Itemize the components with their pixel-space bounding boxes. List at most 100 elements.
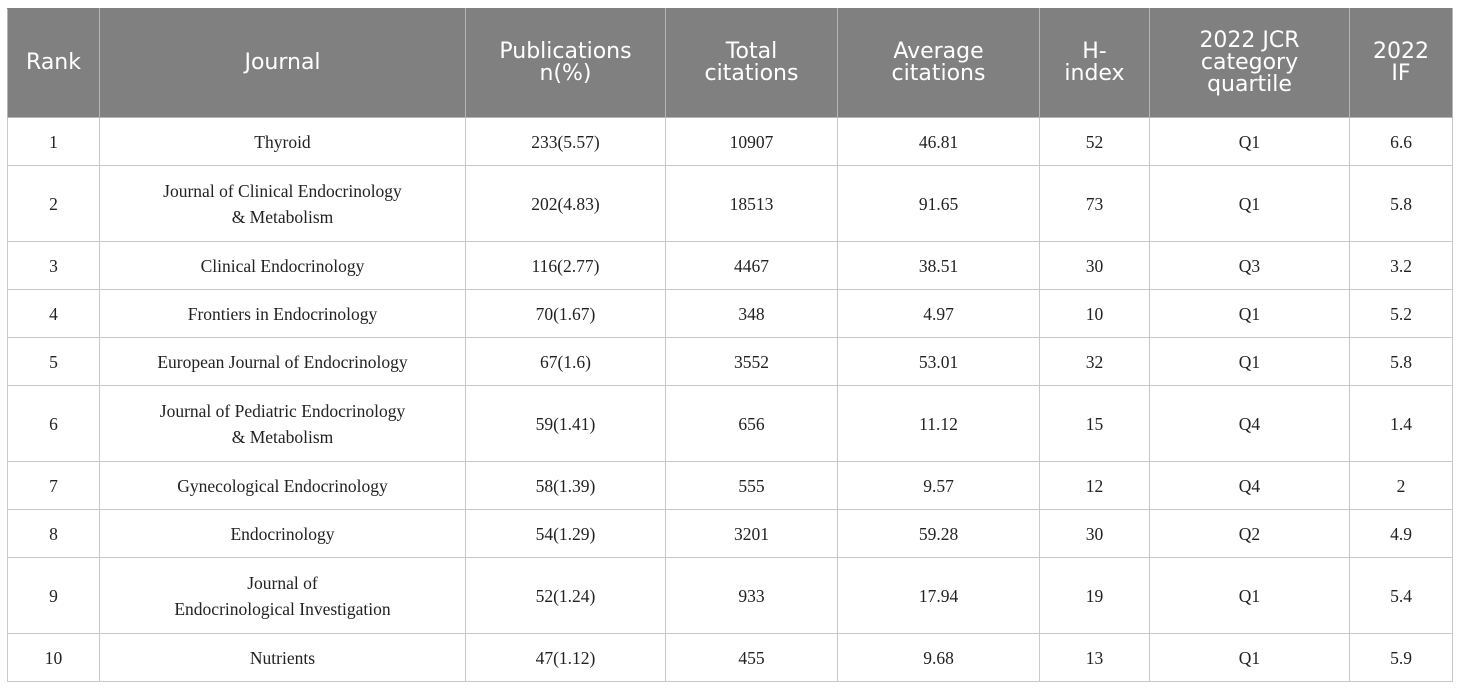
- cell-total-citations: 555: [665, 461, 838, 510]
- table-row: 4 Frontiers in Endocrinology 70(1.67) 34…: [7, 289, 1453, 338]
- cell-total-citations: 18513: [665, 165, 838, 242]
- cell-journal: Endocrinology: [99, 509, 466, 558]
- header-total-citations: Total citations: [665, 8, 838, 118]
- cell-rank: 1: [7, 117, 100, 166]
- cell-h-index: 30: [1039, 241, 1150, 290]
- cell-impact-factor: 3.2: [1349, 241, 1453, 290]
- cell-impact-factor: 2: [1349, 461, 1453, 510]
- cell-publications: 52(1.24): [465, 557, 666, 634]
- cell-quartile: Q2: [1149, 509, 1350, 558]
- cell-quartile: Q4: [1149, 461, 1350, 510]
- cell-total-citations: 933: [665, 557, 838, 634]
- table-body: 1 Thyroid 233(5.57) 10907 46.81 52 Q1 6.…: [7, 117, 1453, 682]
- cell-impact-factor: 4.9: [1349, 509, 1453, 558]
- cell-average-citations: 38.51: [837, 241, 1040, 290]
- header-jcr-quartile: 2022 JCR category quartile: [1149, 8, 1350, 118]
- header-h-index: H- index: [1039, 8, 1150, 118]
- cell-publications: 116(2.77): [465, 241, 666, 290]
- table-row: 9 Journal of Endocrinological Investigat…: [7, 557, 1453, 634]
- cell-quartile: Q3: [1149, 241, 1350, 290]
- cell-rank: 5: [7, 337, 100, 386]
- cell-h-index: 73: [1039, 165, 1150, 242]
- table-row: 6 Journal of Pediatric Endocrinology & M…: [7, 385, 1453, 462]
- cell-average-citations: 59.28: [837, 509, 1040, 558]
- cell-rank: 3: [7, 241, 100, 290]
- cell-journal: Gynecological Endocrinology: [99, 461, 466, 510]
- cell-impact-factor: 5.9: [1349, 633, 1453, 682]
- table-row: 1 Thyroid 233(5.57) 10907 46.81 52 Q1 6.…: [7, 117, 1453, 166]
- cell-quartile: Q1: [1149, 633, 1350, 682]
- cell-h-index: 10: [1039, 289, 1150, 338]
- cell-quartile: Q1: [1149, 289, 1350, 338]
- cell-journal: Thyroid: [99, 117, 466, 166]
- cell-average-citations: 46.81: [837, 117, 1040, 166]
- cell-journal: Clinical Endocrinology: [99, 241, 466, 290]
- cell-h-index: 32: [1039, 337, 1150, 386]
- header-journal: Journal: [99, 8, 466, 118]
- cell-average-citations: 91.65: [837, 165, 1040, 242]
- cell-average-citations: 17.94: [837, 557, 1040, 634]
- cell-total-citations: 4467: [665, 241, 838, 290]
- cell-publications: 233(5.57): [465, 117, 666, 166]
- table-header: Rank Journal Publications n(%) Total cit…: [7, 8, 1453, 118]
- cell-impact-factor: 5.8: [1349, 165, 1453, 242]
- header-impact-factor: 2022 IF: [1349, 8, 1453, 118]
- table-row: 5 European Journal of Endocrinology 67(1…: [7, 337, 1453, 386]
- cell-h-index: 52: [1039, 117, 1150, 166]
- cell-journal: Journal of Clinical Endocrinology & Meta…: [99, 165, 466, 242]
- cell-total-citations: 348: [665, 289, 838, 338]
- cell-total-citations: 3552: [665, 337, 838, 386]
- cell-impact-factor: 5.2: [1349, 289, 1453, 338]
- cell-rank: 4: [7, 289, 100, 338]
- cell-rank: 8: [7, 509, 100, 558]
- cell-average-citations: 4.97: [837, 289, 1040, 338]
- cell-publications: 70(1.67): [465, 289, 666, 338]
- cell-quartile: Q1: [1149, 165, 1350, 242]
- cell-rank: 2: [7, 165, 100, 242]
- cell-average-citations: 53.01: [837, 337, 1040, 386]
- cell-quartile: Q4: [1149, 385, 1350, 462]
- cell-h-index: 13: [1039, 633, 1150, 682]
- header-rank: Rank: [7, 8, 100, 118]
- cell-journal: Frontiers in Endocrinology: [99, 289, 466, 338]
- header-row: Rank Journal Publications n(%) Total cit…: [7, 8, 1453, 118]
- table-row: 8 Endocrinology 54(1.29) 3201 59.28 30 Q…: [7, 509, 1453, 558]
- cell-average-citations: 9.57: [837, 461, 1040, 510]
- table-row: 10 Nutrients 47(1.12) 455 9.68 13 Q1 5.9: [7, 633, 1453, 682]
- cell-publications: 54(1.29): [465, 509, 666, 558]
- cell-journal: Journal of Endocrinological Investigatio…: [99, 557, 466, 634]
- cell-quartile: Q1: [1149, 557, 1350, 634]
- cell-h-index: 19: [1039, 557, 1150, 634]
- cell-impact-factor: 5.8: [1349, 337, 1453, 386]
- cell-total-citations: 656: [665, 385, 838, 462]
- cell-publications: 202(4.83): [465, 165, 666, 242]
- cell-h-index: 12: [1039, 461, 1150, 510]
- cell-average-citations: 11.12: [837, 385, 1040, 462]
- cell-journal: Journal of Pediatric Endocrinology & Met…: [99, 385, 466, 462]
- table-row: 2 Journal of Clinical Endocrinology & Me…: [7, 165, 1453, 242]
- cell-rank: 10: [7, 633, 100, 682]
- cell-h-index: 30: [1039, 509, 1150, 558]
- cell-publications: 67(1.6): [465, 337, 666, 386]
- cell-publications: 47(1.12): [465, 633, 666, 682]
- cell-quartile: Q1: [1149, 117, 1350, 166]
- cell-rank: 9: [7, 557, 100, 634]
- cell-journal: European Journal of Endocrinology: [99, 337, 466, 386]
- cell-quartile: Q1: [1149, 337, 1350, 386]
- table-row: 7 Gynecological Endocrinology 58(1.39) 5…: [7, 461, 1453, 510]
- header-publications: Publications n(%): [465, 8, 666, 118]
- cell-total-citations: 10907: [665, 117, 838, 166]
- header-average-citations: Average citations: [837, 8, 1040, 118]
- cell-total-citations: 3201: [665, 509, 838, 558]
- cell-rank: 7: [7, 461, 100, 510]
- cell-impact-factor: 1.4: [1349, 385, 1453, 462]
- cell-impact-factor: 5.4: [1349, 557, 1453, 634]
- cell-average-citations: 9.68: [837, 633, 1040, 682]
- cell-impact-factor: 6.6: [1349, 117, 1453, 166]
- cell-publications: 58(1.39): [465, 461, 666, 510]
- cell-journal: Nutrients: [99, 633, 466, 682]
- cell-rank: 6: [7, 385, 100, 462]
- cell-total-citations: 455: [665, 633, 838, 682]
- cell-publications: 59(1.41): [465, 385, 666, 462]
- cell-h-index: 15: [1039, 385, 1150, 462]
